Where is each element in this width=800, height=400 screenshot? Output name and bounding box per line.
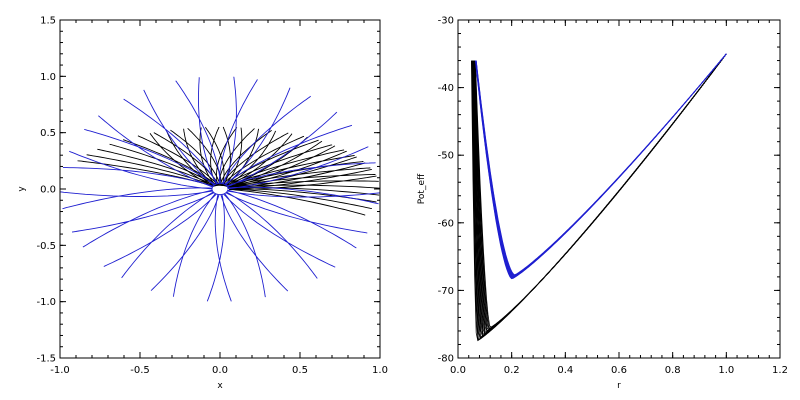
- orbit-series-blue: [59, 76, 381, 302]
- orbit-y-tick-label: -0.5: [36, 241, 56, 252]
- potential-curve: [475, 53, 727, 278]
- potential-y-tick-label: -50: [438, 151, 454, 162]
- potential-curve: [473, 53, 727, 334]
- potential-curve: [474, 53, 727, 330]
- potential-curve: [475, 53, 727, 279]
- potential-y-tick-label: -70: [438, 286, 454, 297]
- potential-y-tick-label: -40: [438, 83, 454, 94]
- potential-y-tick-label: -60: [438, 218, 454, 229]
- potential-curve: [474, 53, 727, 332]
- potential-curve: [471, 53, 727, 342]
- potential-curve: [475, 53, 727, 280]
- orbit-y-tick-label: 0.5: [40, 128, 56, 139]
- potential-x-tick-label: 0.4: [557, 365, 573, 376]
- orbit-x-axis-title: x: [217, 381, 223, 391]
- potential-curve: [472, 53, 727, 337]
- orbit-trajectories: [59, 76, 381, 302]
- potential-x-tick-label: 0.8: [665, 365, 681, 376]
- orbit-x-tick-label: 1.0: [372, 365, 388, 376]
- orbit-y-tick-label: -1.0: [36, 297, 56, 308]
- orbit-x-tick-label: 0.5: [292, 365, 308, 376]
- orbit-y-tick-label: 0.0: [40, 185, 56, 196]
- orbit-y-tick-label: 1.5: [40, 16, 56, 27]
- orbit-y-tick-label: 1.0: [40, 72, 56, 83]
- potential-curve: [475, 53, 727, 276]
- potential-curve: [471, 53, 727, 341]
- potential-series-black: [471, 53, 727, 342]
- orbit-y-tick-label: -1.5: [36, 354, 56, 365]
- potential-series-blue: [475, 53, 727, 280]
- potential-curve: [475, 53, 727, 275]
- potential-curve: [473, 53, 727, 335]
- potential-curve: [473, 53, 727, 333]
- potential-curve: [472, 53, 727, 337]
- potential-plot-frame: [457, 19, 781, 359]
- potential-curve: [475, 53, 727, 278]
- potential-x-tick-label: 1.0: [718, 365, 734, 376]
- potential-x-axis-title: r: [617, 381, 621, 391]
- potential-curves: [471, 53, 727, 342]
- potential-x-tick-label: 0.0: [450, 365, 466, 376]
- orbit-x-tick-label: -0.5: [130, 365, 150, 376]
- potential-curve: [474, 53, 727, 329]
- potential-curve: [475, 53, 727, 278]
- orbit-x-tick-label: -1.0: [50, 365, 70, 376]
- potential-curve: [472, 53, 727, 339]
- orbit-y-axis-title: y: [17, 186, 27, 192]
- potential-curve: [471, 53, 727, 339]
- potential-panel: 0.0 0.2 0.4 0.6 0.8 1.0 1.2-80-70-60-50-40-30 …: [417, 16, 788, 392]
- potential-curve: [475, 53, 727, 328]
- orbit-series-black: [77, 126, 380, 216]
- potential-curve: [471, 53, 727, 340]
- orbit-x-tick-label: 0.0: [212, 365, 228, 376]
- potential-curve: [475, 53, 727, 277]
- orbit-plot-frame: [59, 19, 381, 359]
- potential-x-tick-label: 0.2: [504, 365, 520, 376]
- potential-y-tick-label: -80: [438, 354, 454, 365]
- potential-x-tick-label: 1.2: [772, 365, 788, 376]
- potential-curve: [472, 53, 727, 335]
- potential-axis-ticks: 0.0 0.2 0.4 0.6 0.8 1.0 1.2 -80 -70 -60 -50 -40 -30: [438, 16, 788, 377]
- potential-curve: [475, 53, 727, 277]
- potential-y-axis-title: Pot_eff: [417, 173, 427, 204]
- potential-curve: [472, 53, 727, 337]
- potential-curve: [475, 53, 727, 279]
- potential-x-tick-label: 0.6: [611, 365, 627, 376]
- potential-y-tick-label: -30: [438, 16, 454, 27]
- potential-curve: [473, 53, 727, 332]
- orbit-axis-ticks: -1.0 -0.5 0.0 0.5 1.0-1.5-1.0-0.50.00.51.01.…: [36, 16, 387, 377]
- orbit-panel: -1.0 -0.5 0.0 0.5 1.0-1.5-1.0-0.50.00.51.01.…: [17, 16, 388, 392]
- potential-curve: [474, 53, 727, 330]
